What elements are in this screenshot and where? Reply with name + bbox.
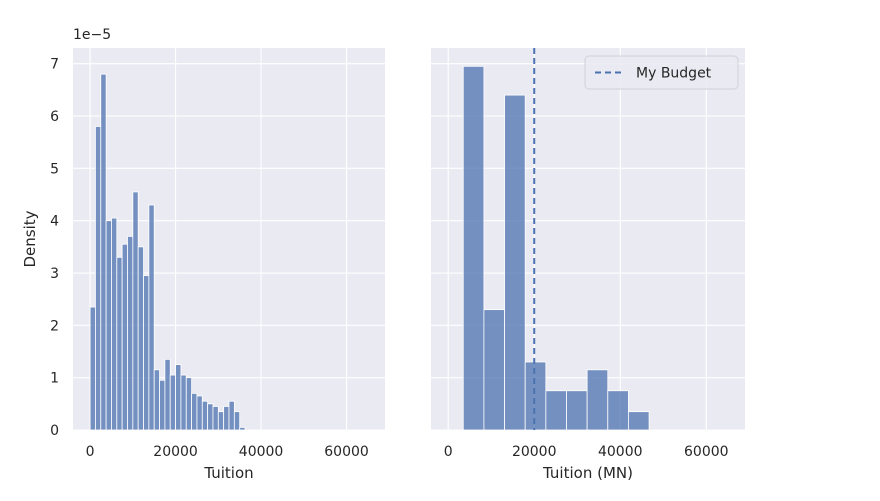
histogram-bar	[137, 246, 144, 431]
histogram-bar	[169, 374, 176, 431]
x-tick-label: 40000	[598, 444, 643, 460]
histogram-bar	[143, 275, 150, 431]
histogram-bar	[607, 390, 629, 431]
y-tick-label: 3	[50, 266, 59, 282]
histogram-bar	[207, 403, 214, 431]
histogram-bar	[217, 411, 225, 431]
histogram-bar	[159, 379, 166, 431]
left-tick-labels: 0 20000 40000 60000 0 1 2 3 4 5 6 7	[50, 57, 369, 460]
y-tick-label: 4	[50, 214, 59, 230]
histogram-bar	[121, 243, 128, 431]
histogram-bar	[164, 358, 171, 431]
x-tick-label: 0	[86, 444, 95, 460]
right-histogram-panel: 0 20000 40000 60000 Tuition (MN) My Budget	[431, 48, 745, 482]
left-x-axis-label: Tuition	[203, 464, 253, 482]
histogram-bar	[148, 204, 155, 431]
x-tick-label: 0	[444, 444, 453, 460]
right-bars	[462, 65, 650, 431]
histogram-bar	[196, 395, 203, 431]
histogram-bar	[153, 369, 160, 431]
left-histogram-panel: 0 20000 40000 60000 0 1 2 3 4 5 6 7 1e−5 Tuition De…	[21, 27, 385, 482]
x-tick-label: 20000	[153, 444, 198, 460]
histogram-bar	[105, 220, 112, 431]
y-tick-label: 1	[50, 371, 59, 387]
histogram-bar	[228, 400, 235, 431]
histogram-bar	[116, 256, 123, 431]
histogram-bar	[95, 126, 102, 431]
histogram-bar	[233, 411, 241, 431]
legend: My Budget	[584, 55, 739, 90]
y-tick-label: 5	[50, 161, 59, 177]
x-tick-label: 20000	[512, 444, 557, 460]
histogram-bar	[132, 191, 139, 431]
x-tick-label: 40000	[239, 444, 284, 460]
histogram-bar	[239, 426, 246, 431]
y-tick-label: 6	[50, 109, 59, 125]
legend-label-my-budget: My Budget	[636, 66, 712, 82]
y-tick-label: 0	[50, 423, 59, 439]
histogram-bar	[175, 364, 182, 431]
histogram-bar	[201, 400, 209, 431]
histogram-bar	[127, 235, 134, 431]
histogram-bar	[483, 309, 505, 431]
left-y-axis-label: Density	[21, 210, 39, 267]
histogram-bar	[223, 406, 230, 431]
histogram-bar	[191, 392, 198, 431]
histogram-bar	[180, 374, 187, 431]
left-bars	[89, 73, 246, 431]
histogram-bar	[566, 390, 588, 431]
right-tick-labels: 0 20000 40000 60000	[444, 444, 729, 460]
histogram-bar	[628, 411, 650, 431]
histogram-bar	[545, 390, 567, 431]
histogram-bar	[212, 406, 219, 431]
histogram-bar	[89, 306, 96, 431]
histogram-bar	[524, 361, 547, 431]
x-tick-label: 60000	[684, 444, 729, 460]
y-tick-label: 7	[50, 57, 59, 73]
histogram-bar	[100, 73, 107, 431]
x-tick-label: 60000	[324, 444, 369, 460]
right-x-axis-label: Tuition (MN)	[542, 464, 633, 482]
histogram-bar	[185, 377, 193, 431]
left-y-offset-label: 1e−5	[73, 27, 111, 43]
histogram-bar	[462, 65, 485, 431]
y-tick-label: 2	[50, 318, 59, 334]
histogram-bar	[504, 94, 526, 431]
histogram-bar	[111, 217, 118, 431]
histogram-bar	[586, 369, 609, 431]
legend-box	[584, 55, 739, 90]
